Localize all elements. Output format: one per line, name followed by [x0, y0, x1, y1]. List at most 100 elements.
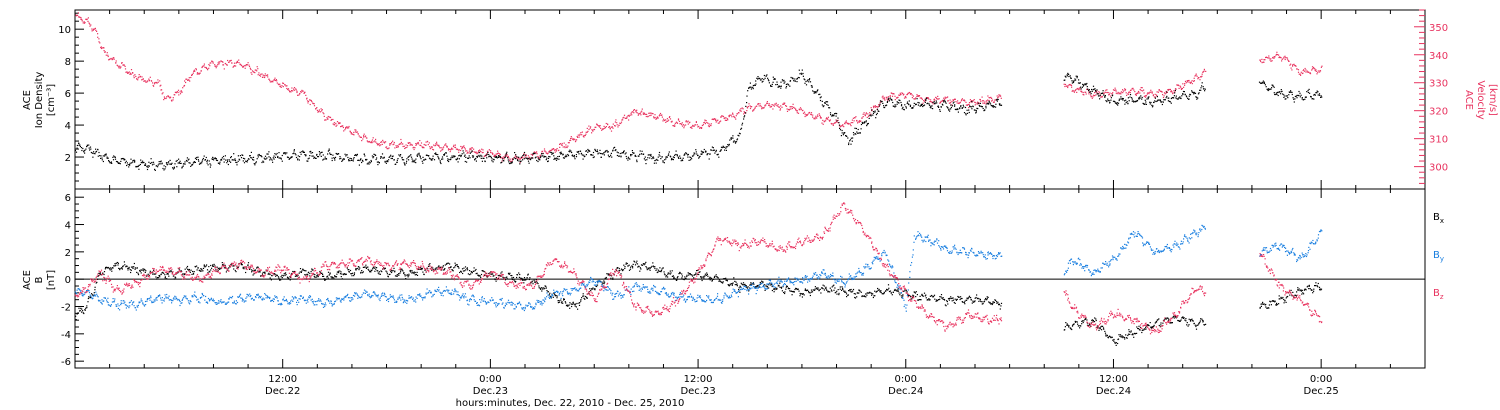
- velocity-point: [716, 120, 718, 122]
- density-point: [316, 154, 318, 156]
- bx-point: [812, 289, 814, 291]
- bx-point: [611, 275, 613, 277]
- velocity-point: [794, 107, 796, 109]
- density-point: [571, 154, 574, 156]
- velocity-point: [98, 38, 100, 40]
- density-point: [545, 159, 547, 161]
- bx-point: [509, 272, 511, 274]
- velocity-point: [968, 103, 970, 105]
- velocity-point: [983, 102, 985, 104]
- velocity-point: [581, 134, 583, 136]
- velocity-point: [651, 112, 653, 115]
- bx-point: [702, 276, 704, 278]
- velocity-point: [588, 125, 590, 127]
- density-point: [631, 154, 633, 156]
- velocity-point: [932, 103, 934, 105]
- velocity-point: [975, 102, 977, 104]
- density-point: [161, 162, 163, 164]
- density-point: [310, 150, 312, 152]
- density-point: [997, 98, 999, 101]
- velocity-point: [769, 104, 771, 106]
- velocity-point: [112, 58, 114, 60]
- density-point: [604, 151, 606, 153]
- velocity-point: [491, 152, 493, 154]
- velocity-point: [998, 96, 1000, 98]
- density-point: [362, 160, 364, 162]
- velocity-point: [879, 101, 881, 104]
- velocity-point: [977, 103, 979, 105]
- velocity-point: [129, 73, 131, 75]
- bx-point: [310, 271, 312, 273]
- velocity-point: [229, 60, 232, 62]
- velocity-point: [732, 113, 734, 115]
- velocity-point: [429, 146, 431, 148]
- bx-point: [868, 292, 870, 294]
- density-point: [372, 157, 374, 159]
- bx-point: [848, 290, 850, 292]
- density-point: [477, 155, 479, 157]
- density-point: [875, 114, 878, 116]
- density-point: [132, 160, 134, 162]
- velocity-point: [204, 66, 206, 68]
- bx-point: [502, 276, 504, 278]
- velocity-point: [1165, 92, 1167, 94]
- bx-point: [456, 264, 458, 266]
- density-point: [853, 134, 855, 136]
- bx-point: [689, 273, 691, 275]
- bx-point: [557, 302, 559, 304]
- velocity-point: [763, 107, 765, 109]
- density-point: [567, 153, 569, 156]
- density-point: [1068, 73, 1070, 75]
- velocity-point: [374, 140, 376, 142]
- bx-point: [326, 276, 328, 278]
- bx-point: [784, 291, 786, 293]
- velocity-point: [555, 150, 557, 152]
- density-point: [627, 159, 629, 161]
- velocity-point: [1193, 80, 1195, 82]
- velocity-point: [1180, 86, 1182, 88]
- density-point: [411, 161, 413, 163]
- velocity-point: [401, 143, 403, 145]
- velocity-point: [746, 110, 748, 112]
- bx-point: [833, 284, 835, 286]
- bx-point: [471, 272, 473, 274]
- bx-point: [321, 272, 323, 274]
- velocity-point: [377, 144, 380, 146]
- velocity-point: [1272, 57, 1274, 59]
- velocity-point: [288, 89, 290, 91]
- velocity-point: [738, 112, 740, 114]
- density-point: [88, 144, 90, 146]
- bx-point: [784, 292, 786, 295]
- bx-point: [779, 282, 781, 284]
- velocity-point: [384, 141, 386, 143]
- density-point: [98, 151, 100, 154]
- density-point: [832, 115, 834, 117]
- density-point: [1262, 82, 1264, 84]
- density-point: [582, 158, 584, 160]
- bx-point: [459, 271, 461, 274]
- density-point: [1118, 99, 1120, 102]
- density-point: [1125, 102, 1127, 104]
- density-point: [1126, 101, 1128, 103]
- density-point: [225, 159, 227, 161]
- velocity-point: [1143, 89, 1145, 91]
- density-point: [1121, 97, 1124, 100]
- density-point: [251, 157, 253, 159]
- velocity-point: [718, 122, 720, 124]
- velocity-point: [323, 113, 325, 115]
- bx-point: [281, 274, 283, 276]
- bx-point: [119, 269, 121, 271]
- density-point: [111, 162, 113, 164]
- bx-point: [859, 290, 861, 292]
- bx-point: [432, 267, 434, 269]
- velocity-point: [766, 102, 768, 104]
- velocity-point: [845, 120, 847, 122]
- density-point: [532, 152, 535, 154]
- bx-point: [473, 267, 475, 269]
- velocity-point: [821, 122, 823, 124]
- density-point: [114, 158, 117, 160]
- velocity-point: [1078, 87, 1081, 89]
- velocity-point: [1135, 94, 1137, 96]
- density-point: [750, 88, 752, 90]
- velocity-point: [539, 154, 542, 156]
